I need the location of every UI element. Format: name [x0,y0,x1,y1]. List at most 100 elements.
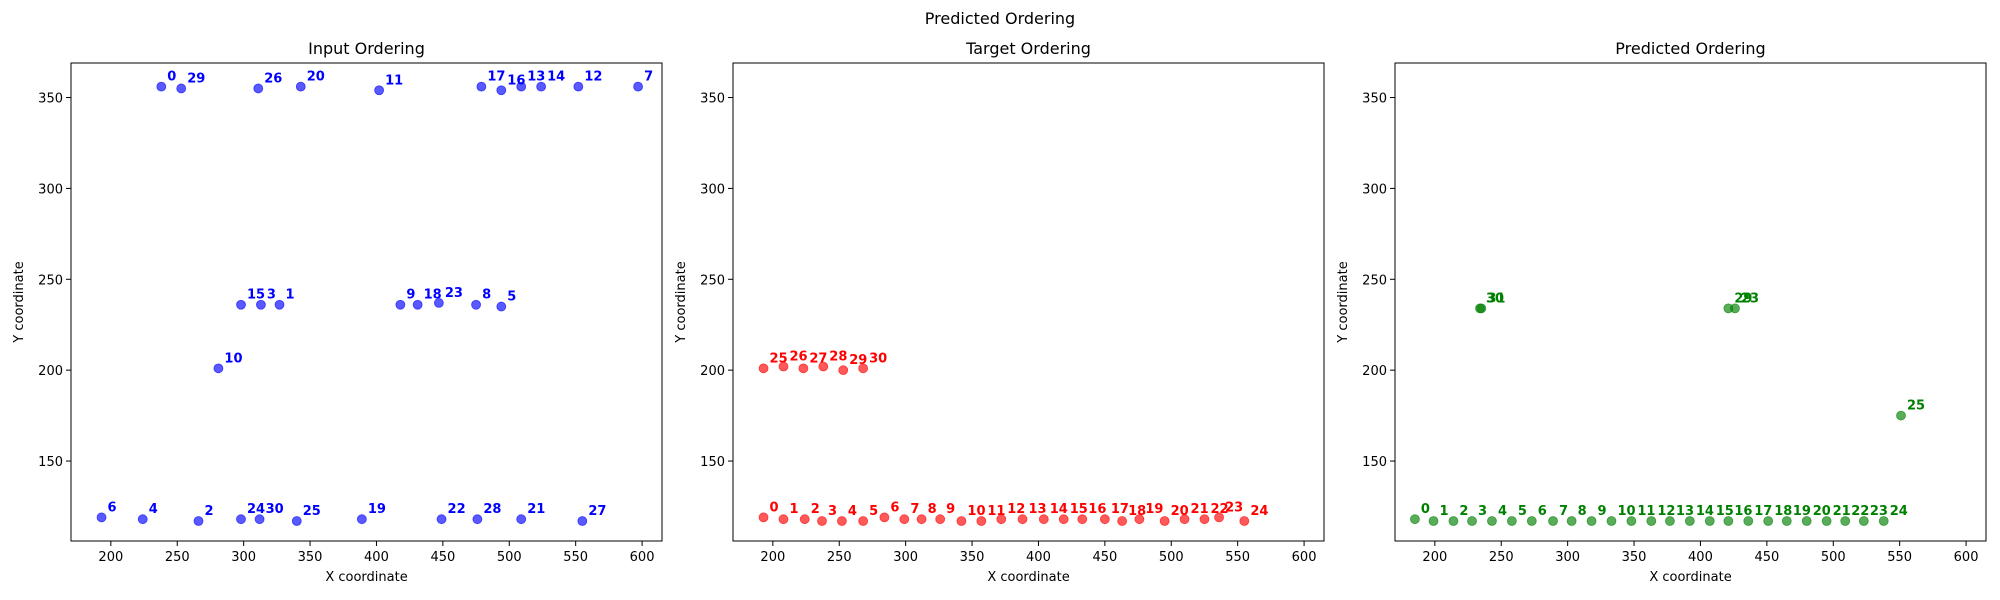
data-point [177,84,186,93]
x-tick-label: 200 [760,550,785,565]
point-label: 30 [869,351,887,366]
data-point [1429,517,1438,526]
data-point [472,300,481,309]
point-label: 4 [848,504,857,519]
data-point [859,517,868,526]
point-label: 7 [644,70,653,85]
y-tick-label: 350 [700,92,725,107]
point-label: 23 [1225,500,1243,515]
point-label: 23 [445,286,463,301]
x-tick-label: 500 [1821,550,1846,565]
data-point [275,300,284,309]
point-label: 15 [1716,504,1734,519]
axes-frame [1395,63,1986,541]
point-label: 31 [1487,291,1505,306]
point-label: 14 [547,70,565,85]
point-label: 8 [928,502,937,517]
y-tick-label: 300 [1362,182,1387,197]
point-label: 19 [368,502,386,517]
data-point [837,517,846,526]
point-label: 0 [167,70,176,85]
x-tick-label: 250 [165,550,190,565]
data-point [1685,517,1694,526]
y-tick-label: 350 [38,92,63,107]
data-point [1477,304,1486,313]
data-point [97,513,106,522]
x-tick-label: 400 [1688,550,1713,565]
point-label: 25 [303,504,321,519]
x-axis-label: X coordinate [987,570,1069,585]
point-label: 21 [527,502,545,517]
data-point [1730,304,1739,313]
data-point [1240,517,1249,526]
data-point [357,515,366,524]
point-label: 11 [385,73,403,88]
point-label: 30 [266,502,284,517]
x-tick-label: 600 [1292,550,1317,565]
data-point [256,300,265,309]
point-label: 2 [811,502,820,517]
data-point [1567,517,1576,526]
data-point [1802,517,1811,526]
data-point [1468,517,1477,526]
point-label: 20 [307,70,325,85]
x-tick-label: 250 [827,550,852,565]
data-point [1200,515,1209,524]
x-axis-label: X coordinate [1649,570,1731,585]
point-label: 17 [1111,502,1129,517]
panel-title: Input Ordering [308,39,425,58]
data-point [255,515,264,524]
y-tick-label: 300 [700,182,725,197]
data-point [779,515,788,524]
y-tick-label: 250 [1362,273,1387,288]
data-point [634,82,643,91]
axes-frame [71,63,662,541]
data-point [574,82,583,91]
panel-title: Predicted Ordering [1615,39,1765,58]
point-label: 9 [946,502,955,517]
y-tick-label: 250 [700,273,725,288]
point-label: 26 [264,71,282,86]
y-axis-label: Y coordinate [1336,261,1351,343]
data-point [1607,517,1616,526]
panel-predicted-ordering: Predicted Ordering200 250 300 350 400 450 500 5… [1336,39,1986,585]
y-tick-label: 150 [700,455,725,470]
data-point [497,86,506,95]
point-label: 24 [1250,504,1268,519]
data-point [819,362,828,371]
x-tick-label: 500 [1159,550,1184,565]
data-point [1841,517,1850,526]
data-point [977,517,986,526]
data-point [779,362,788,371]
data-point [1587,517,1596,526]
data-point [859,364,868,373]
data-point [817,517,826,526]
data-point [517,515,526,524]
point-label: 28 [829,350,847,365]
x-tick-label: 200 [1422,550,1447,565]
x-tick-label: 200 [98,550,123,565]
data-point [900,515,909,524]
data-point [1764,517,1773,526]
data-point [1215,513,1224,522]
data-point [957,517,966,526]
point-label: 9 [1598,504,1607,519]
x-axis-label: X coordinate [325,570,407,585]
data-point [157,82,166,91]
data-point [1822,517,1831,526]
data-point [1487,517,1496,526]
data-point [236,300,245,309]
point-label: 28 [483,502,501,517]
point-label: 12 [1657,504,1675,519]
x-tick-label: 450 [1092,550,1117,565]
data-point [1549,517,1558,526]
y-tick-label: 150 [38,455,63,470]
data-point [1100,515,1109,524]
data-point [1744,517,1753,526]
data-point [537,82,546,91]
point-label: 0 [770,500,779,515]
data-point [1410,515,1419,524]
